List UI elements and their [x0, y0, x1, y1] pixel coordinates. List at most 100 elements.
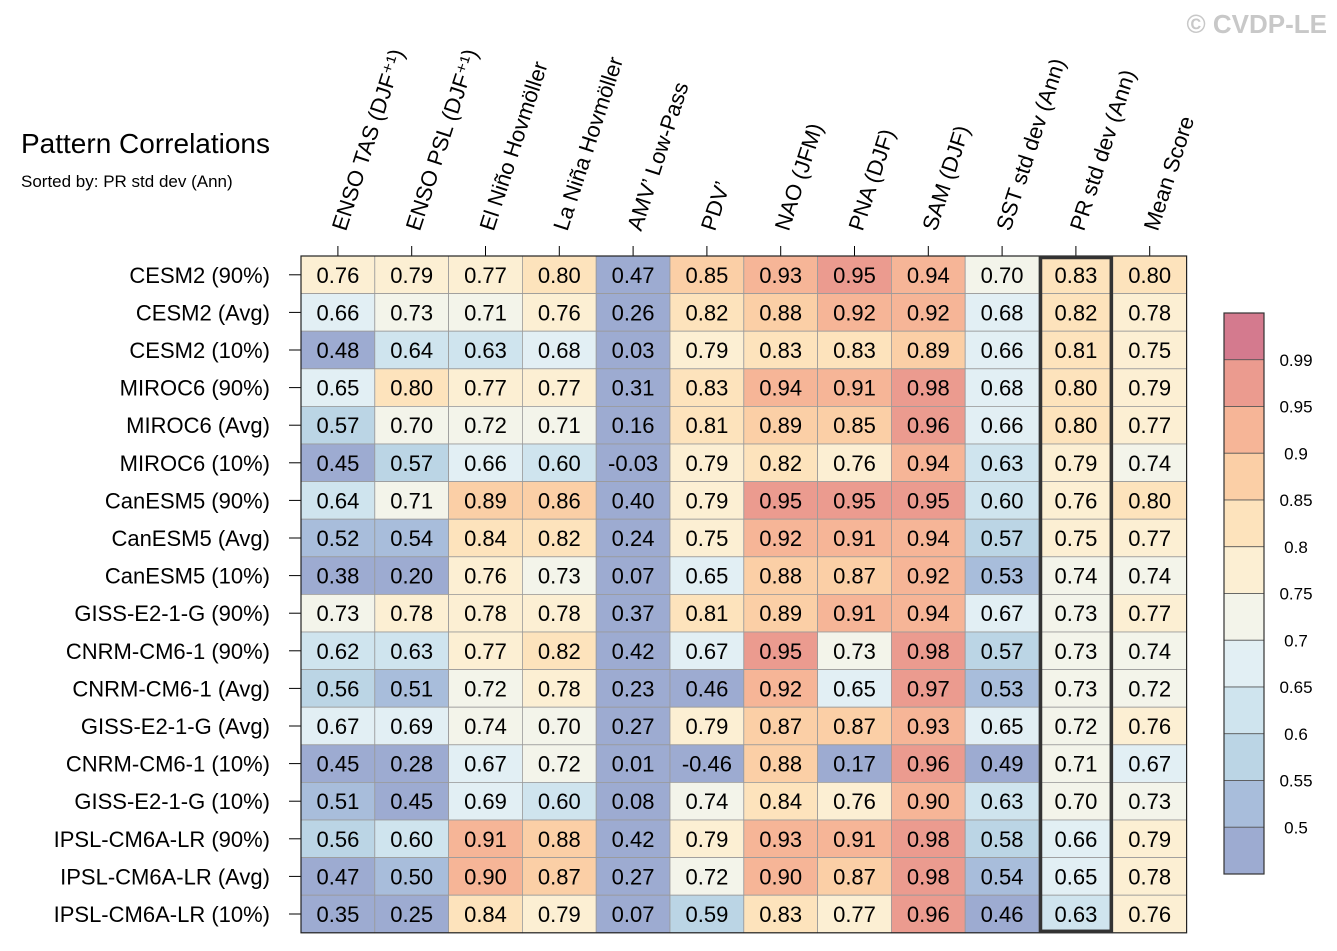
heatmap-cell — [964, 518, 1040, 558]
cell-value: 0.80 — [1054, 413, 1097, 438]
heatmap-cell — [448, 782, 523, 821]
cell-value: 0.53 — [981, 564, 1024, 589]
heatmap-cell — [522, 594, 597, 633]
cell-value: 0.71 — [538, 413, 581, 438]
column-label: PR std dev (Ann) — [1065, 67, 1141, 234]
cell-value: 0.79 — [685, 827, 728, 852]
cell-value: 0.01 — [612, 752, 655, 777]
heatmap-cell — [743, 518, 818, 558]
cell-value: 0.87 — [833, 714, 876, 739]
colorbar-swatch — [1223, 686, 1265, 735]
cell-value: 0.77 — [464, 263, 507, 288]
cell-value: 0.89 — [759, 601, 802, 626]
cell-value: 0.89 — [464, 488, 507, 513]
heatmap-cell — [595, 631, 671, 670]
heatmap-cell — [595, 594, 671, 633]
heatmap-cell — [595, 669, 671, 708]
cell-value: 0.78 — [464, 601, 507, 626]
cell-value: 0.64 — [390, 338, 433, 363]
cell-value: 0.78 — [1128, 300, 1171, 325]
colorbar-swatch — [1223, 733, 1265, 781]
cell-value: 0.65 — [981, 714, 1024, 739]
heatmap-cell — [964, 782, 1040, 821]
heatmap-cell — [817, 706, 892, 746]
cell-value: 0.70 — [538, 714, 581, 739]
cell-value: -0.46 — [682, 752, 732, 777]
heatmap-cell — [374, 443, 449, 482]
cell-value: 0.79 — [390, 263, 433, 288]
heatmap-cell — [595, 556, 671, 595]
heatmap-cell — [669, 368, 745, 407]
chart-title: Pattern Correlations — [21, 128, 270, 159]
row-label: CNRM-CM6-1 (Avg) — [72, 676, 270, 701]
colorbar-label: 0.75 — [1279, 585, 1312, 604]
cell-value: 0.07 — [612, 902, 655, 927]
cell-value: 0.93 — [759, 827, 802, 852]
cell-value: 0.63 — [464, 338, 507, 363]
heatmap-cell — [1038, 481, 1114, 520]
heatmap-cell — [743, 631, 818, 670]
heatmap-cell — [448, 744, 523, 783]
row-label: MIROC6 (90%) — [120, 376, 270, 401]
cell-value: 0.82 — [538, 639, 581, 664]
cell-value: 0.77 — [464, 639, 507, 664]
row-labels: CESM2 (90%) CESM2 (Avg) CESM2 (10%) MIROC6 … — [54, 263, 301, 927]
row-label: IPSL-CM6A-LR (Avg) — [60, 864, 270, 889]
cell-value: 0.94 — [759, 376, 802, 401]
cell-value: 0.75 — [685, 526, 728, 551]
cell-value: 0.95 — [759, 639, 802, 664]
heatmap-cell — [817, 405, 892, 445]
heatmap-cell — [669, 706, 745, 746]
cell-value: 0.82 — [1054, 300, 1097, 325]
cell-value: 0.67 — [685, 639, 728, 664]
cell-value: 0.95 — [907, 488, 950, 513]
cell-value: 0.72 — [464, 413, 507, 438]
cell-value: 0.49 — [981, 752, 1024, 777]
heatmap-cell — [1112, 894, 1188, 934]
cell-value: 0.68 — [981, 300, 1024, 325]
cell-value: 0.69 — [464, 789, 507, 814]
heatmap-cell — [595, 481, 671, 520]
cell-value: -0.03 — [608, 451, 658, 476]
heatmap-cell — [448, 405, 523, 445]
heatmap-cell — [891, 293, 966, 332]
heatmap-cell — [448, 706, 523, 746]
cell-value: 0.92 — [759, 676, 802, 701]
colorbar-swatch — [1223, 359, 1265, 407]
cell-value: 0.73 — [1054, 639, 1097, 664]
heatmap-cell — [964, 857, 1040, 896]
cell-value: 0.60 — [538, 789, 581, 814]
cell-value: 0.94 — [907, 451, 950, 476]
cell-value: 0.76 — [833, 451, 876, 476]
cell-value: 0.60 — [390, 827, 433, 852]
cell-value: 0.98 — [907, 639, 950, 664]
heatmap-cell — [1112, 443, 1188, 482]
cell-value: 0.66 — [1054, 827, 1097, 852]
heatmap-cell — [891, 857, 966, 896]
column-label: El Niño Hovmöller — [474, 58, 552, 233]
cell-value: 0.60 — [981, 488, 1024, 513]
cell-value: 0.53 — [981, 676, 1024, 701]
cell-value: 0.83 — [759, 338, 802, 363]
heatmap-cell — [374, 894, 449, 934]
cell-value: 0.81 — [1054, 338, 1097, 363]
cell-value: 0.60 — [538, 451, 581, 476]
cell-value: 0.70 — [390, 413, 433, 438]
colorbar-swatch — [1223, 593, 1265, 641]
cell-value: 0.80 — [390, 376, 433, 401]
cell-value: 0.28 — [390, 752, 433, 777]
cell-value: 0.25 — [390, 902, 433, 927]
cell-value: 0.98 — [907, 864, 950, 889]
colorbar-swatch — [1223, 546, 1265, 594]
heatmap-cell — [300, 518, 376, 558]
cell-value: 0.51 — [390, 676, 433, 701]
heatmap-cell — [300, 556, 376, 595]
colorbar-label: 0.95 — [1279, 398, 1312, 417]
cell-value: 0.17 — [833, 752, 876, 777]
cell-value: 0.87 — [759, 714, 802, 739]
heatmap-cell — [522, 481, 597, 520]
heatmap-cell — [669, 481, 745, 520]
heatmap-cell — [595, 368, 671, 407]
cell-value: 0.71 — [1054, 752, 1097, 777]
